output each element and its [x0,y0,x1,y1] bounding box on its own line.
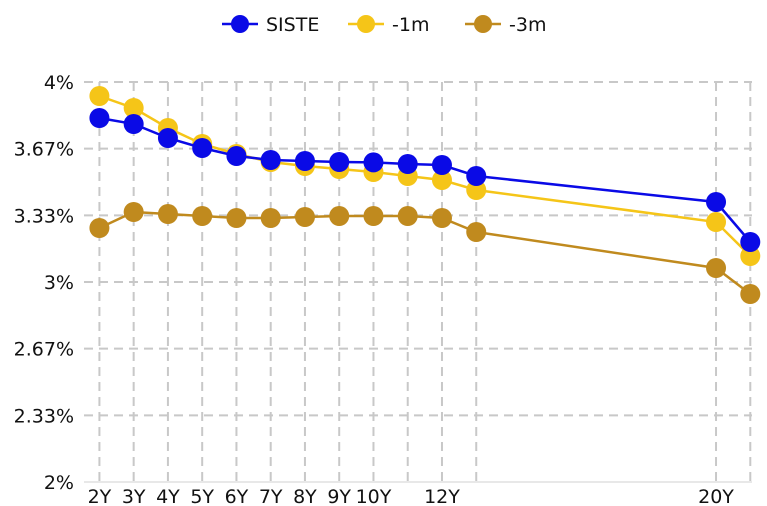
series-siste [89,108,761,252]
data-point [740,232,761,252]
legend-marker [357,15,375,33]
data-point [363,206,384,226]
x-axis-ticks: 2Y 3Y 4Y 5Y 6Y 7Y 8Y 9Y 10Y 12Y 20Y [88,486,735,506]
data-point [89,86,110,106]
legend-item: SISTE [222,14,319,36]
data-point [157,128,178,148]
x-tick-label: 10Y [356,486,392,506]
data-point [740,284,761,304]
y-tick-label: 3.67% [14,139,74,161]
legend-item: -1m [348,14,429,36]
data-point [706,212,727,232]
x-tick-label: 4Y [156,486,180,506]
series-1m [89,86,761,266]
series-line [99,94,752,257]
legend-label: -1m [392,14,429,36]
x-tick-label: 5Y [190,486,214,506]
x-tick-label: 20Y [698,486,734,506]
y-tick-label: 2% [44,472,74,494]
x-tick-label: 9Y [327,486,351,506]
data-point [740,246,761,266]
data-point [123,202,144,222]
x-tick-label: 7Y [259,486,283,506]
data-point [226,146,247,166]
data-point [466,180,487,200]
y-tick-label: 2.67% [14,339,74,361]
data-point [294,207,315,227]
data-point [397,206,418,226]
legend-label: -3m [509,14,546,36]
data-point [431,170,452,190]
data-point [706,192,727,212]
data-point [431,155,452,175]
x-tick-label: 8Y [293,486,317,506]
data-point [397,154,418,174]
data-point [294,151,315,171]
x-tick-label: 6Y [225,486,249,506]
data-point [89,218,110,238]
y-tick-label: 3.33% [14,205,74,227]
data-point [157,204,178,224]
data-point [89,108,110,128]
series-layer [89,86,761,304]
y-tick-label: 3% [44,272,74,294]
data-point [226,208,247,228]
data-point [192,206,213,226]
data-point [260,150,281,170]
data-point [466,222,487,242]
data-point [329,152,350,172]
data-point [260,208,281,228]
legend: SISTE -1m -3m [222,14,546,36]
data-point [431,208,452,228]
data-point [123,98,144,118]
y-tick-label: 2.33% [14,405,74,427]
data-point [466,166,487,186]
data-point [123,114,144,134]
legend-marker [231,15,249,33]
y-axis-ticks: 2% 2.33% 2.67% 3% 3.33% 3.67% 4% [14,72,74,494]
series-3m [89,202,761,304]
legend-label: SISTE [266,14,319,36]
legend-marker [474,15,492,33]
data-point [706,258,727,278]
data-point [329,206,350,226]
x-tick-label: 3Y [122,486,146,506]
x-tick-label: 12Y [424,486,460,506]
data-point [192,138,213,158]
x-tick-label: 2Y [88,486,112,506]
legend-item: -3m [465,14,546,36]
data-point [363,152,384,173]
y-tick-label: 4% [44,72,74,94]
